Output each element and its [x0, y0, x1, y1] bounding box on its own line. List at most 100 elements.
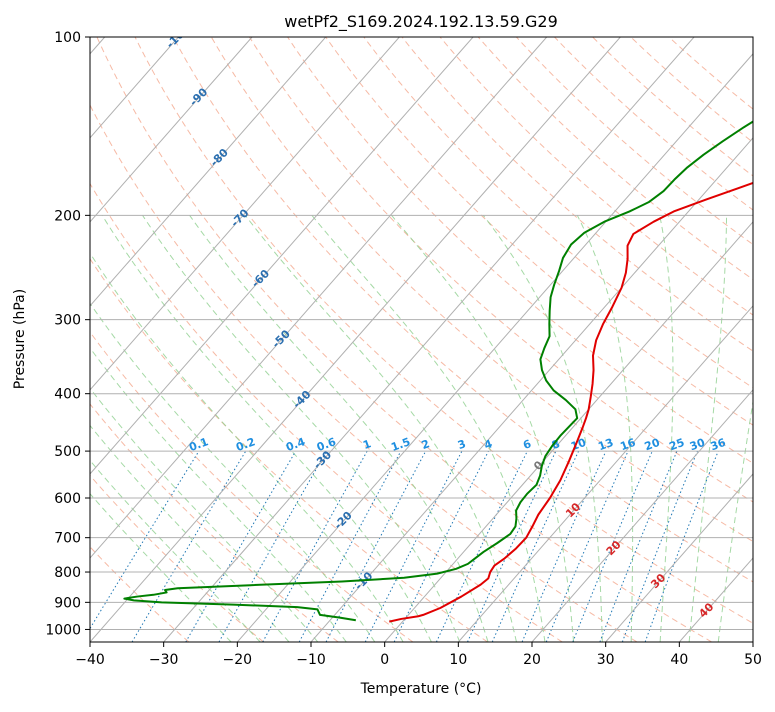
moist-adiabat-line — [90, 252, 404, 642]
isotherm-gridline — [457, 305, 753, 642]
dry-adiabat-line — [90, 331, 414, 642]
plot-frame — [89, 36, 754, 643]
mixing-ratio-label: 8 — [550, 437, 562, 452]
isotherm-gridline — [90, 37, 327, 307]
moist-adiabat-line — [659, 215, 674, 642]
x-tick-label: 20 — [523, 652, 541, 668]
dry-adiabat-line — [363, 37, 753, 389]
mixing-ratio-line — [262, 450, 368, 642]
mixing-ratio-label: 16 — [618, 436, 637, 454]
dry-adiabat-line — [90, 182, 563, 642]
moist-adiabat-line — [244, 215, 517, 642]
x-tick-label: 10 — [449, 652, 467, 668]
mixing-ratio-line — [521, 450, 607, 642]
x-tick-label: −10 — [296, 652, 326, 668]
mixing-ratio-label: 2 — [420, 437, 432, 452]
mixing-ratio-label: 25 — [667, 436, 686, 453]
x-tick-label: 50 — [744, 652, 762, 668]
mixing-ratio-line — [491, 450, 580, 642]
mixing-ratio-line — [621, 450, 698, 642]
background-line-labels: -100-90-80-70-60-50-40-30-20-10010203040… — [164, 37, 728, 620]
y-tick-label: 400 — [54, 387, 81, 403]
dry-adiabat-line — [210, 37, 753, 543]
x-tick-label: −20 — [223, 652, 253, 668]
plot-background — [90, 37, 753, 642]
mixing-ratio-label: 3 — [456, 437, 468, 452]
mixing-ratio-line — [90, 450, 200, 630]
moist-adiabat-line — [311, 215, 546, 642]
isotherm-gridline — [531, 389, 753, 642]
dry-adiabat-line — [249, 37, 753, 503]
moist-adiabat-line — [482, 215, 603, 642]
dry-adiabat-line — [90, 474, 264, 642]
x-axis-label: Temperature (°C) — [360, 681, 482, 697]
y-tick-label: 100 — [54, 30, 81, 46]
x-tick-label: 0 — [380, 652, 389, 668]
isotherm-gridline — [236, 53, 753, 642]
plot-gridlines — [90, 37, 753, 642]
dewpoint-profile-line — [123, 120, 753, 622]
y-axis-label: Pressure (hPa) — [12, 289, 28, 389]
dry-adiabat-line — [325, 37, 753, 426]
moist-adiabat-line — [576, 215, 634, 642]
dry-adiabat-line — [477, 37, 753, 281]
x-tick-label: 30 — [597, 652, 615, 668]
x-axis: −40 −30 −20 −10 0 10 20 30 40 50 — [75, 642, 762, 668]
moist-adiabat-line — [688, 215, 728, 642]
isotherm-gridline — [163, 37, 695, 642]
y-tick-label: 200 — [54, 208, 81, 224]
mixing-ratio-label: 0.6 — [315, 435, 338, 454]
mixing-ratio-line — [545, 450, 629, 642]
moist-adiabat-line — [90, 347, 347, 642]
y-tick-label: 500 — [54, 444, 81, 460]
x-tick-label: 40 — [670, 652, 688, 668]
mixing-ratio-line — [325, 450, 427, 642]
mixing-ratio-label: 36 — [709, 436, 728, 454]
moist-adiabat-line — [717, 398, 753, 642]
y-tick-label: 700 — [54, 531, 81, 547]
x-tick-label: −30 — [149, 652, 179, 668]
mixing-ratio-label: 30 — [688, 436, 707, 454]
dry-adiabat-line — [439, 37, 753, 316]
profile-series — [123, 120, 753, 623]
dry-adiabat-line — [592, 37, 753, 177]
dry-adiabat-line — [401, 37, 753, 352]
isotherm-gridline — [678, 557, 753, 642]
moist-adiabat-line — [90, 493, 232, 642]
chart-title: wetPf2_S169.2024.192.13.59.G29 — [284, 12, 558, 32]
dry-adiabat-line — [96, 37, 713, 642]
isotherm-gridline — [90, 37, 400, 391]
moist-adiabat-line — [90, 302, 376, 642]
isotherm-gridline — [90, 37, 474, 475]
mixing-ratio-label: 0.4 — [284, 435, 307, 454]
y-tick-label: 800 — [54, 565, 81, 581]
mixing-ratio-label: 0.1 — [187, 435, 210, 454]
isotherm-gridline — [310, 137, 753, 642]
mixing-ratio-label: 13 — [596, 436, 615, 453]
mixing-ratio-line — [364, 450, 463, 642]
isotherm-gridline — [605, 473, 753, 642]
dry-adiabat-line — [90, 546, 190, 642]
isotherm-gridline — [90, 37, 253, 223]
mixing-ratio-label: 4 — [483, 437, 495, 452]
isotherm-gridline — [90, 37, 621, 642]
moist-adiabat-line — [391, 215, 575, 642]
mixing-ratio-line — [298, 450, 402, 642]
temperature-profile-line — [389, 181, 753, 623]
mixing-ratio-label: 1.5 — [389, 435, 412, 454]
dry-adiabat-line — [630, 37, 753, 143]
dry-adiabat-line — [90, 104, 638, 642]
dry-adiabat-line — [90, 257, 488, 642]
x-tick-label: −40 — [75, 652, 105, 668]
mixing-ratio-line — [644, 450, 719, 642]
mixing-ratio-label: 20 — [643, 436, 662, 454]
isotherm-gridline — [384, 221, 753, 642]
y-tick-label: 600 — [54, 491, 81, 507]
mixing-ratio-label: 6 — [521, 437, 533, 452]
mixing-ratio-line — [572, 450, 653, 642]
dry-adiabat-line — [172, 37, 753, 583]
mixing-ratio-label: 1 — [361, 437, 373, 452]
y-axis: 1000 900 800 700 600 500 400 300 200 100 — [45, 30, 90, 638]
